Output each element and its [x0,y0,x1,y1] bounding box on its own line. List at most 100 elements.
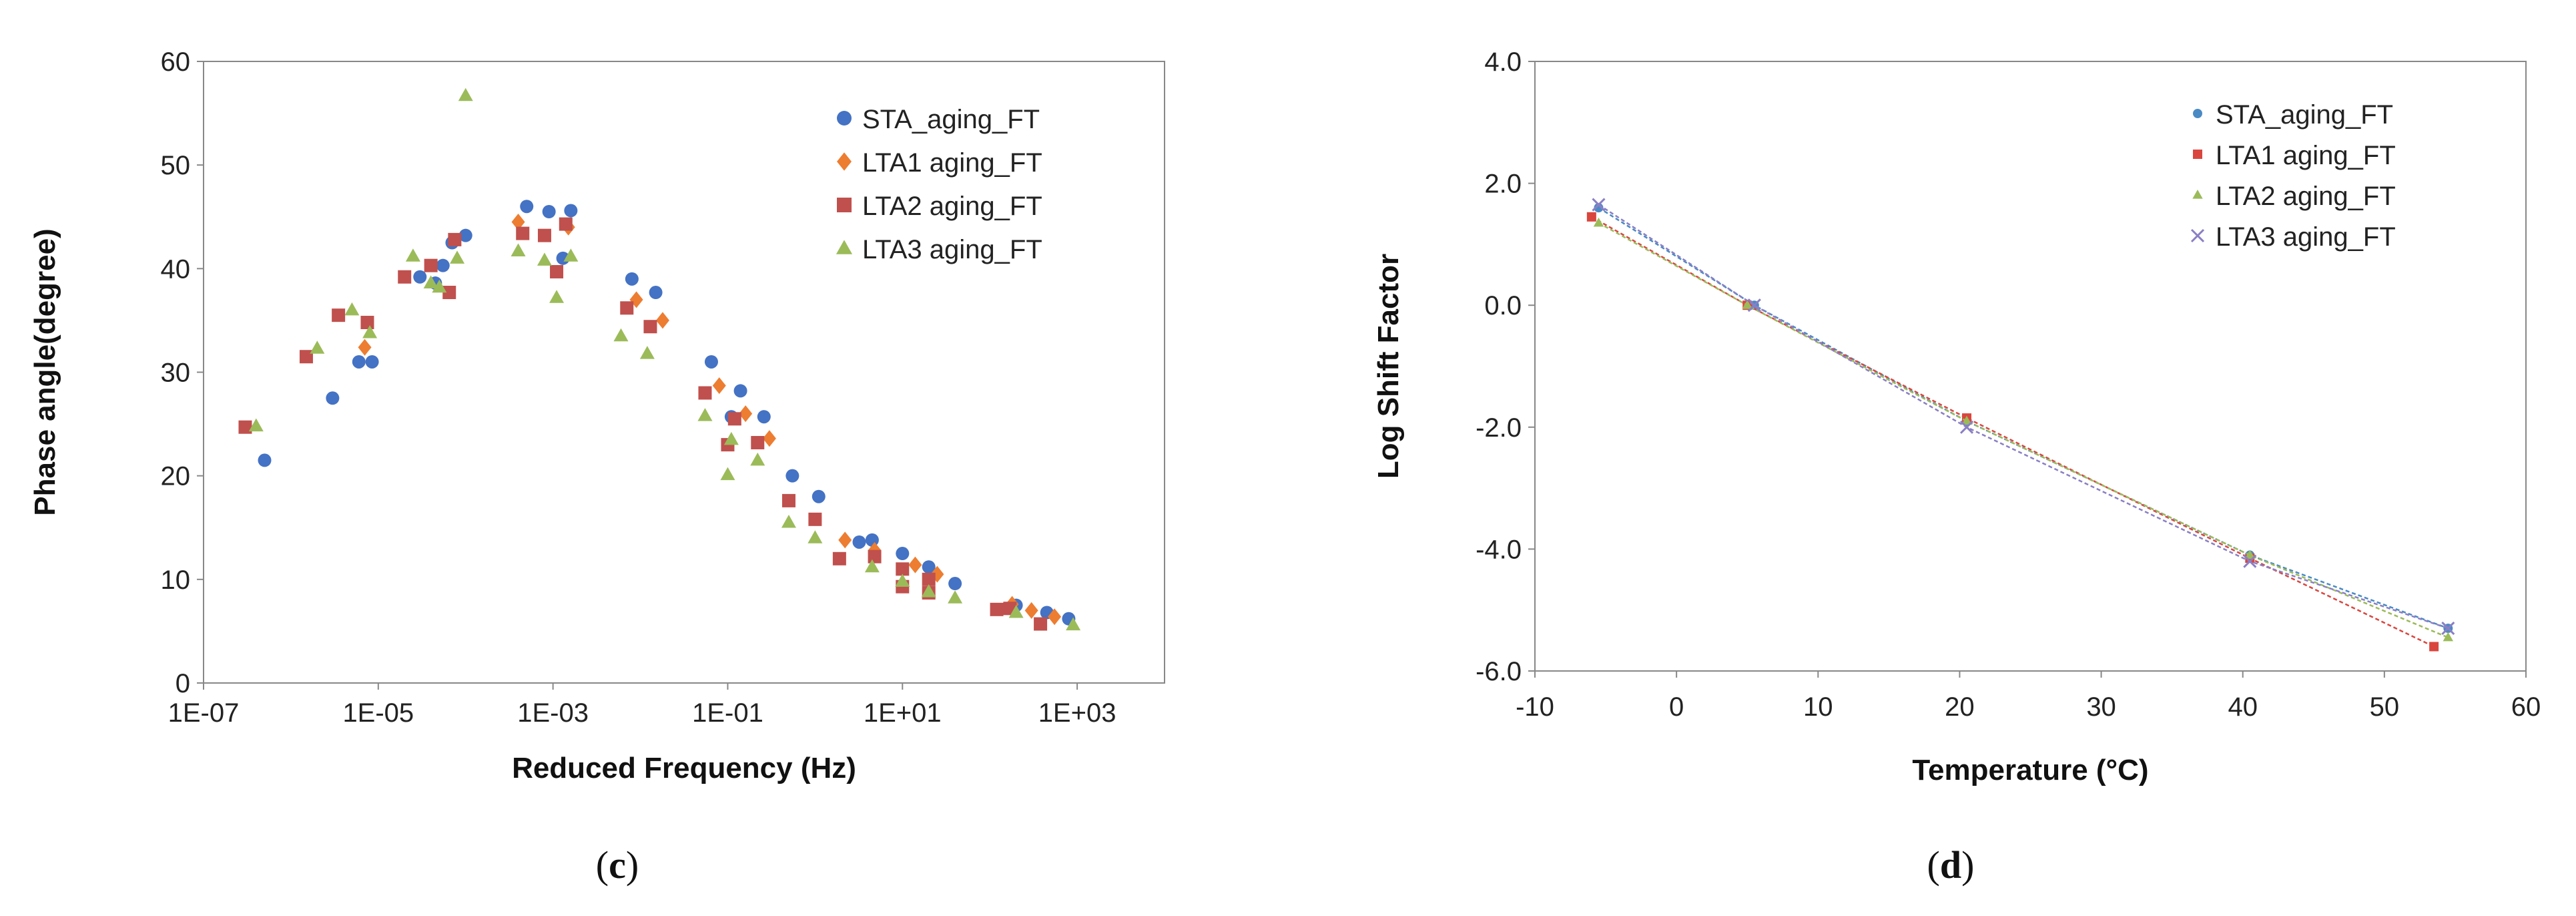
y-tick-label: 2.0 [1484,170,1522,199]
data-point [332,308,346,322]
data-point [556,251,570,265]
data-point [864,559,880,573]
x-axis-title: Reduced Frequency (Hz) [512,752,856,784]
x-tick-label: 1E-05 [342,698,414,728]
data-point [511,214,525,231]
data-point [424,258,438,272]
series-line [1598,222,2449,638]
data-point [808,512,822,526]
data-point [365,355,379,369]
chart-d-log-shift-factor: -6.0 -4.0 -2.0 0.0 2.0 4.0 -10 0 10 20 30 40 50 60 Tem… [1372,47,2541,887]
data-point [1961,415,1972,425]
data-point [727,412,741,426]
data-point [812,489,826,503]
series-line [1591,216,2435,648]
data-point [649,286,663,300]
y-tick-label: -6.0 [1476,657,1522,686]
data-point [2244,549,2256,559]
legend-marker [2192,189,2203,199]
data-point [704,355,718,369]
x-tick-label: -10 [1516,692,1554,722]
data-point [808,530,823,543]
data-point [720,467,735,481]
data-point [423,275,438,289]
data-point [520,200,534,214]
data-point [697,408,713,421]
data-point [785,469,799,483]
series-0 [1594,203,2453,634]
data-point [2441,622,2455,636]
series-line [1598,207,2449,630]
chart-c-phase-angle: 0 10 20 30 40 50 60 1E-07 1E-05 1E-03 1E-01 1E+01 1E… [29,47,1165,887]
data-point [1034,617,1048,631]
data-point [895,574,910,587]
data-point [563,248,579,262]
y-axis-title: Phase angle(degree) [29,228,61,515]
data-point [922,560,936,574]
data-point [643,320,657,334]
legend-marker [2190,228,2205,243]
data-point [564,204,578,218]
x-tick-label: 1E+03 [1038,698,1116,728]
series-3 [248,87,1081,631]
data-point [2443,632,2454,642]
data-point [344,302,360,316]
series-1 [1586,212,2439,652]
x-tick-label: 50 [2370,692,2400,722]
data-point [1024,602,1038,619]
data-point [2429,642,2439,652]
data-point [639,346,655,359]
y-axis-title: Log Shift Factor [1372,254,1405,479]
series-2 [1593,217,2454,642]
data-point [751,436,765,450]
data-point [620,301,634,315]
data-point [436,258,450,272]
data-point [432,279,447,293]
data-point [757,410,771,424]
figure-caption-c: (c) [596,843,639,887]
data-point [550,264,564,278]
data-point [832,551,846,565]
data-point [921,584,936,598]
data-point [2243,554,2257,568]
data-point [442,286,456,300]
data-point [511,243,526,256]
data-point [360,316,374,330]
data-point [1048,608,1062,626]
data-point [1742,300,1752,309]
x-tick-label: 30 [2086,692,2116,722]
data-point [868,549,882,563]
data-point [762,430,776,447]
data-point [310,340,325,354]
data-point [398,270,412,284]
legend-label: LTA3 aging_FT [862,235,1042,264]
y-tick-label: -4.0 [1476,535,1522,564]
data-point [549,290,565,303]
x-tick-label: 1E-01 [692,698,763,728]
y-tick-label: 0.0 [1484,291,1522,320]
data-point [299,350,313,364]
legend-label: STA_aging_FT [2216,100,2393,130]
y-tick-label: 40 [161,254,191,284]
data-point [896,547,910,561]
data-point [733,384,747,398]
data-point [990,602,1004,616]
series-2 [238,217,1048,631]
data-point [326,391,340,405]
data-point [248,418,264,432]
data-point [908,556,922,574]
x-tick-label: 10 [1803,692,1833,722]
y-tick-label: 60 [161,47,191,77]
y-tick-label: 10 [161,565,191,595]
data-point [413,270,427,284]
series-0 [258,200,1076,626]
x-tick-label: 1E-07 [168,698,240,728]
data-point [1747,298,1761,312]
legend-label: LTA3 aging_FT [2216,222,2396,252]
legend-label: LTA1 aging_FT [2216,141,2396,170]
data-point [1008,604,1024,618]
data-point [559,217,573,231]
legend-marker [836,240,853,254]
plot-area [1534,61,2527,672]
